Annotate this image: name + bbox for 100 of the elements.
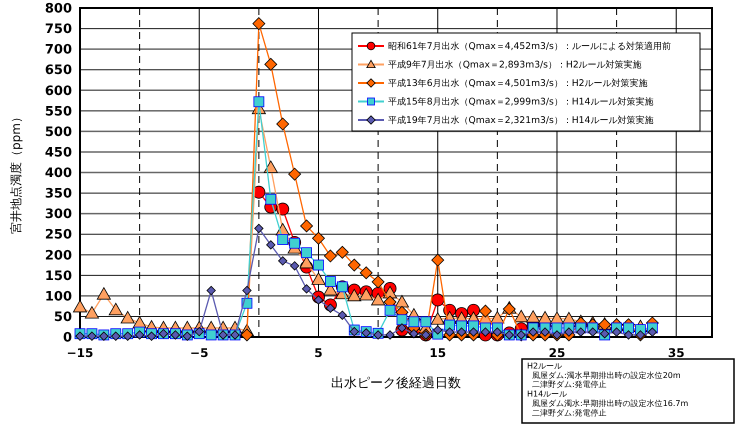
point (456, 327, 466, 337)
point (385, 330, 395, 340)
point (526, 310, 540, 323)
point (120, 311, 135, 324)
y-tick-label: 350 (44, 186, 72, 202)
point (397, 323, 407, 333)
point (84, 306, 99, 318)
legend-label: 平成19年7月出水（Qmax＝2,321m3/s）：H14ルール対策実施 (388, 115, 654, 126)
point (528, 327, 538, 337)
y-axis-title: 宮井地点濁度（ppm） (9, 111, 23, 234)
point (588, 327, 598, 337)
point (371, 292, 386, 306)
x-tick-label: 25 (548, 346, 566, 360)
point (300, 220, 313, 232)
x-tick-label: 5 (314, 346, 323, 360)
x-tick-label: 15 (429, 346, 446, 360)
y-tick-label: 750 (44, 22, 72, 38)
point (372, 275, 385, 288)
text: 二津野ダム:発電停止 (532, 408, 607, 418)
legend-label: 平成15年8月出水（Qmax＝2,999m3/s）：H14ルール対策実施 (388, 96, 654, 108)
point (87, 332, 97, 341)
point (576, 327, 586, 337)
point (384, 304, 396, 316)
x-axis-title: 出水ピーク後経過日数 (331, 376, 461, 391)
point (312, 232, 325, 245)
point (552, 322, 562, 334)
y-tick-label: 100 (44, 289, 72, 304)
point (540, 327, 550, 337)
point (253, 96, 264, 108)
point (431, 254, 444, 266)
point (430, 312, 445, 325)
y-tick-label: 400 (44, 166, 72, 182)
point (374, 330, 383, 340)
point (445, 327, 454, 337)
point (564, 327, 574, 337)
legend-label: 昭和61年7月出水（Qmax＝4,452m3/s）：ルールによる対策適用前 (388, 41, 671, 52)
point (311, 272, 326, 285)
x-tick-label: −15 (66, 346, 94, 360)
y-tick-label: 800 (44, 2, 72, 17)
y-tick-label: 150 (44, 268, 72, 284)
y-tick-label: 300 (44, 207, 72, 222)
point (302, 284, 312, 294)
point (360, 266, 373, 280)
point (314, 295, 324, 305)
point (612, 327, 622, 337)
point (278, 256, 288, 266)
point (350, 327, 359, 336)
point (431, 294, 444, 306)
point (444, 320, 456, 330)
x-tick-label: 35 (668, 346, 685, 360)
point (288, 168, 302, 181)
point (242, 286, 252, 296)
y-tick-label: 650 (44, 63, 72, 78)
point (648, 327, 657, 337)
point (277, 234, 288, 245)
point (123, 332, 132, 341)
point (301, 247, 312, 258)
point (206, 286, 216, 296)
text: H14ルール (527, 390, 568, 399)
point (240, 328, 254, 342)
point (96, 287, 111, 300)
point (266, 240, 276, 250)
point (336, 246, 349, 259)
point (73, 300, 87, 312)
legend-label: 平成13年6月出水（Qmax＝4,501m3/s）：H2ルール対策実施 (388, 78, 648, 90)
y-tick-label: 550 (44, 104, 72, 120)
point (359, 288, 374, 300)
point (396, 314, 408, 326)
point (347, 288, 362, 302)
point (624, 330, 634, 340)
point (492, 327, 502, 337)
y-tick-label: 250 (44, 228, 72, 243)
point (146, 332, 156, 341)
text: 風屋ダム濁水:早期排出時の設定水位16.7m (532, 399, 689, 408)
y-tick-label: 700 (44, 42, 72, 58)
point (111, 332, 120, 341)
point (254, 224, 264, 234)
point (348, 258, 361, 272)
point (324, 250, 337, 262)
point (264, 58, 278, 71)
text: H2ルール (527, 361, 562, 370)
legend-label: 平成9年7月出水（Qmax＝2,893m3/s）：H2ルール対策実施 (388, 60, 642, 71)
point (480, 327, 490, 337)
point (479, 304, 492, 318)
text: 風屋ダム:濁水早期排出時の設定水位20m (532, 370, 681, 380)
point (338, 310, 347, 320)
y-tick-label: 200 (44, 248, 72, 264)
point (135, 330, 144, 340)
point (313, 260, 324, 270)
point (108, 302, 123, 316)
x-tick-label: −5 (190, 346, 208, 360)
point (623, 322, 634, 334)
y-tick-label: 0 (62, 330, 72, 346)
text: 二津野ダム:発電停止 (532, 380, 607, 390)
point (433, 325, 442, 335)
point (325, 276, 336, 287)
point (408, 316, 420, 328)
point (265, 194, 276, 205)
y-tick-label: 450 (44, 145, 72, 160)
point (264, 160, 278, 173)
